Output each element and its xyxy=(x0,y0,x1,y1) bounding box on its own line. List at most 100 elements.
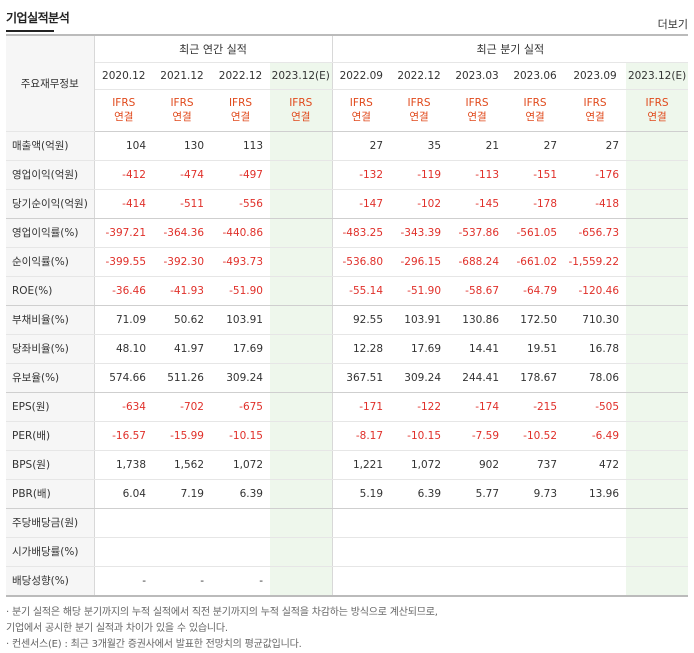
table-cell: -174 xyxy=(448,392,507,422)
table-cell xyxy=(332,566,391,597)
table-cell: 16.78 xyxy=(564,334,627,364)
table-cell: 14.41 xyxy=(448,334,507,364)
table-cell: -561.05 xyxy=(506,218,565,248)
table-cell xyxy=(390,537,449,567)
table-cell: 35 xyxy=(390,131,449,161)
table-cell: -1,559.22 xyxy=(564,247,627,277)
table-cell: -147 xyxy=(332,189,391,219)
table-cell: -556 xyxy=(211,189,270,219)
table-cell: -397.21 xyxy=(94,218,153,248)
table-cell: 41.97 xyxy=(153,334,211,364)
ifrs-bottom: 연결 xyxy=(467,111,487,123)
period-header: 2023.09 xyxy=(564,62,627,90)
row-label: 순이익률(%) xyxy=(6,247,95,277)
row-label: 배당성향(%) xyxy=(6,566,95,597)
row-label: PER(배) xyxy=(6,421,95,451)
ifrs-label: IFRS 연결 xyxy=(94,89,153,132)
table-cell: 1,738 xyxy=(94,450,153,480)
table-cell: 472 xyxy=(564,450,627,480)
table-cell: 5.19 xyxy=(332,479,391,509)
period-header: 2023.12(E) xyxy=(626,62,689,90)
table-cell: -440.86 xyxy=(211,218,270,248)
table-cell: 309.24 xyxy=(211,363,270,393)
table-cell: -51.90 xyxy=(211,276,270,306)
table-cell: 6.39 xyxy=(390,479,449,509)
table-cell: 367.51 xyxy=(332,363,391,393)
table-row: ROE(%) -36.46 -41.93 -51.90 -55.14 -51.90 -58.… xyxy=(6,276,689,306)
table-row: 시가배당률(%) xyxy=(6,537,689,567)
table-cell: 130 xyxy=(153,131,211,161)
table-cell xyxy=(626,334,689,364)
table-cell xyxy=(270,276,333,306)
footnote-line: · 분기 실적은 해당 분기까지의 누적 실적에서 직전 분기까지의 누적 실적… xyxy=(6,606,438,618)
table-cell xyxy=(270,218,333,248)
section-header: 기업실적분석 더보기 xyxy=(0,0,694,34)
table-cell: 902 xyxy=(448,450,507,480)
table-cell: 6.04 xyxy=(94,479,153,509)
table-cell: -16.57 xyxy=(94,421,153,451)
table-cell: -215 xyxy=(506,392,565,422)
table-cell: -412 xyxy=(94,160,153,190)
table-cell xyxy=(626,508,689,538)
table-cell xyxy=(270,566,333,597)
table-cell: 1,562 xyxy=(153,450,211,480)
table-row: 순이익률(%) -399.55 -392.30 -493.73 -536.80 -296.… xyxy=(6,247,689,277)
table-cell: 244.41 xyxy=(448,363,507,393)
table-cell xyxy=(564,537,627,567)
table-cell: -15.99 xyxy=(153,421,211,451)
table-cell xyxy=(506,537,565,567)
table-cell: -537.86 xyxy=(448,218,507,248)
row-label: 영업이익(억원) xyxy=(6,160,95,190)
section-title: 기업실적분석 xyxy=(6,11,70,25)
table-cell: 17.69 xyxy=(211,334,270,364)
table-cell: -10.15 xyxy=(390,421,449,451)
row-header-label: 주요재무정보 xyxy=(6,35,95,132)
table-cell: -7.59 xyxy=(448,421,507,451)
table-cell xyxy=(94,537,153,567)
ifrs-top: IFRS xyxy=(112,97,136,109)
table-cell: -36.46 xyxy=(94,276,153,306)
table-cell xyxy=(626,218,689,248)
table-cell xyxy=(94,508,153,538)
table-cell: -675 xyxy=(211,392,270,422)
more-link[interactable]: 더보기 xyxy=(657,18,688,31)
table-cell: -511 xyxy=(153,189,211,219)
table-cell xyxy=(448,508,507,538)
table-cell xyxy=(448,566,507,597)
table-cell: -497 xyxy=(211,160,270,190)
period-header: 2022.09 xyxy=(332,62,391,90)
table-cell xyxy=(270,189,333,219)
table-cell xyxy=(448,537,507,567)
table-cell xyxy=(270,160,333,190)
table-cell xyxy=(270,392,333,422)
table-row: BPS(원) 1,738 1,562 1,072 1,221 1,072 902 737 472 xyxy=(6,450,689,480)
row-label: ROE(%) xyxy=(6,276,95,306)
annual-header: 최근 연간 실적 xyxy=(94,35,333,63)
row-label: 매출액(억원) xyxy=(6,131,95,161)
table-row: PER(배) -16.57 -15.99 -10.15 -8.17 -10.15 -7.59… xyxy=(6,421,689,451)
table-row: 주당배당금(원) xyxy=(6,508,689,538)
table-cell: -505 xyxy=(564,392,627,422)
table-cell: 21 xyxy=(448,131,507,161)
table-cell: -392.30 xyxy=(153,247,211,277)
table-cell: -51.90 xyxy=(390,276,449,306)
table-cell: 1,072 xyxy=(211,450,270,480)
table-cell xyxy=(626,189,689,219)
table-cell xyxy=(332,508,391,538)
table-cell xyxy=(626,305,689,335)
table-cell: -120.46 xyxy=(564,276,627,306)
table-cell: -145 xyxy=(448,189,507,219)
table-cell: 1,072 xyxy=(390,450,449,480)
table-cell xyxy=(626,363,689,393)
table-cell: 178.67 xyxy=(506,363,565,393)
ifrs-bottom: 연결 xyxy=(172,111,192,123)
table-cell: 5.77 xyxy=(448,479,507,509)
financial-table: 주요재무정보 최근 연간 실적 최근 분기 실적 2020.12 2021.12 2… xyxy=(6,34,689,597)
table-cell: -536.80 xyxy=(332,247,391,277)
period-header: 2023.12(E) xyxy=(270,62,333,90)
table-cell: -113 xyxy=(448,160,507,190)
table-cell: -64.79 xyxy=(506,276,565,306)
ifrs-bottom: 연결 xyxy=(585,111,605,123)
table-cell: 309.24 xyxy=(390,363,449,393)
table-cell: - xyxy=(153,566,211,597)
